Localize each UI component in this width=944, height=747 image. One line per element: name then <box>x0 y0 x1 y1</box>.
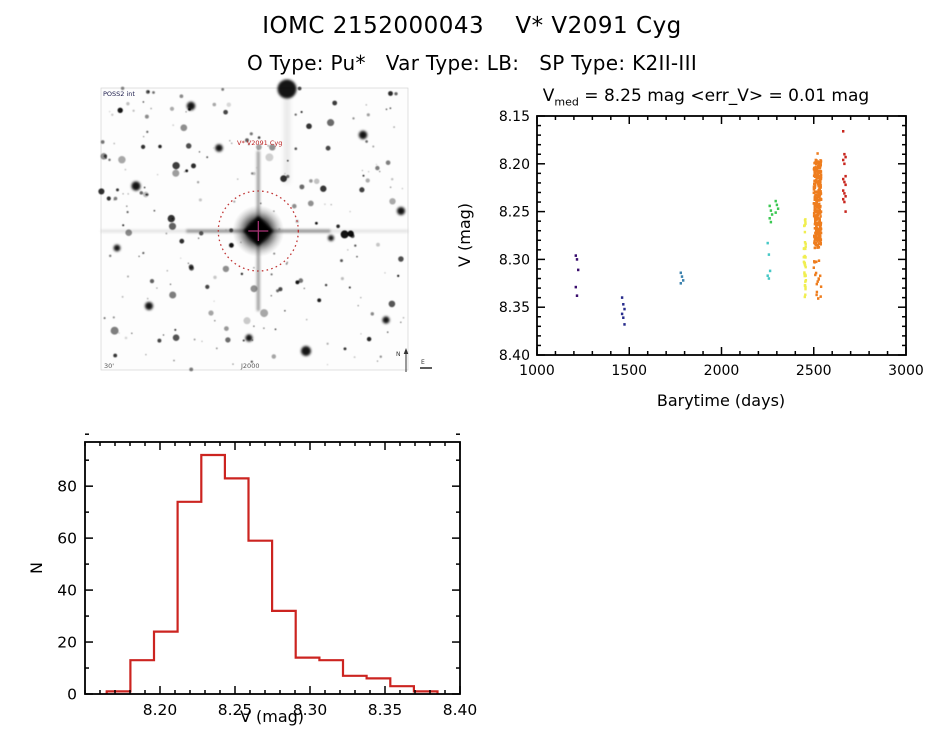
lightcurve-title-sub: med <box>554 95 579 109</box>
scatter-group-epoch-8 <box>842 130 847 213</box>
svg-text:0: 0 <box>67 686 77 704</box>
svg-text:2000: 2000 <box>704 363 740 379</box>
scatter-group-epoch-3 <box>679 271 685 285</box>
light-curve-chart: 1000 1500 2000 2500 3000 8.15 8.20 8.25 8.30 8.35… <box>455 109 924 410</box>
bright-stars <box>113 79 405 356</box>
plot-frame <box>536 115 907 356</box>
star-field <box>98 79 409 372</box>
svg-text:8.25: 8.25 <box>218 701 253 719</box>
svg-text:8.25: 8.25 <box>499 205 530 221</box>
svg-text:8.30: 8.30 <box>499 252 530 268</box>
histogram-xlabel: V (mag) <box>240 707 304 726</box>
finding-chart-target-label: V* V2091 Cyg <box>237 139 282 147</box>
scatter-group-epoch-5a <box>768 204 774 224</box>
scatter-group-epoch-6 <box>802 218 808 299</box>
svg-text:8.20: 8.20 <box>143 701 178 719</box>
svg-text:8.15: 8.15 <box>499 109 530 125</box>
lightcurve-tick-labels: 1000 1500 2000 2500 3000 8.15 8.20 8.25 8.30 8.35… <box>499 109 924 379</box>
target-crosshair <box>248 221 269 241</box>
scatter-group-epoch-1 <box>574 254 580 297</box>
scatter-group-epoch-7 <box>812 152 823 300</box>
lightcurve-title-var: V <box>542 86 555 106</box>
svg-text:2500: 2500 <box>796 363 832 379</box>
lightcurve-title-rest: = 8.25 mag <err_V> = 0.01 mag <box>578 86 870 106</box>
compass-north-label: N <box>396 351 401 358</box>
finding-chart-survey-label: POSS2 int <box>103 90 135 98</box>
svg-text:8.20: 8.20 <box>499 157 530 173</box>
svg-text:8.40: 8.40 <box>443 701 478 719</box>
svg-text:1500: 1500 <box>611 363 647 379</box>
magnitude-histogram-chart: 8.20 8.25 8.30 8.35 8.40 0 20 40 60 80 N V (mag) <box>27 433 477 726</box>
scatter-group-epoch-5b <box>774 199 780 214</box>
svg-text:60: 60 <box>57 530 77 548</box>
compass-icon: N E <box>396 348 432 372</box>
histogram-bars <box>105 453 439 694</box>
lightcurve-ylabel: V (mag) <box>455 203 474 267</box>
scatter-group-epoch-2 <box>620 296 626 326</box>
svg-text:3000: 3000 <box>888 363 924 379</box>
lightcurve-xlabel: Barytime (days) <box>657 391 785 410</box>
plot-frame <box>84 441 461 695</box>
target-aperture-circle <box>217 190 299 272</box>
svg-text:8.35: 8.35 <box>499 300 530 316</box>
finding-chart-coord-label: J2000 <box>240 362 259 370</box>
compass-east-label: E <box>421 359 425 366</box>
svg-text:8.30: 8.30 <box>293 701 328 719</box>
svg-text:1000: 1000 <box>519 363 555 379</box>
svg-text:8.40: 8.40 <box>499 348 530 364</box>
page-title: IOMC 2152000043 V* V2091 Cyg <box>262 13 682 39</box>
page-subtitle: O Type: Pu* Var Type: LB: SP Type: K2II-… <box>246 51 698 75</box>
svg-text:8.35: 8.35 <box>368 701 403 719</box>
svg-text:40: 40 <box>57 582 77 600</box>
finding-chart-scale-label: 30' <box>104 362 114 370</box>
svg-text:80: 80 <box>57 478 77 496</box>
svg-text:20: 20 <box>57 634 77 652</box>
lightcurve-points <box>574 130 847 326</box>
finding-chart-image: POSS2 int V* V2091 Cyg J2000 30' <box>98 79 409 372</box>
histogram-tick-labels: 8.20 8.25 8.30 8.35 8.40 0 20 40 60 80 <box>57 478 477 719</box>
histogram-ylabel: N <box>27 562 46 574</box>
axes <box>536 115 907 356</box>
lightcurve-title: Vmed = 8.25 mag <err_V> = 0.01 mag <box>466 86 944 108</box>
scatter-group-epoch-4 <box>766 241 772 280</box>
